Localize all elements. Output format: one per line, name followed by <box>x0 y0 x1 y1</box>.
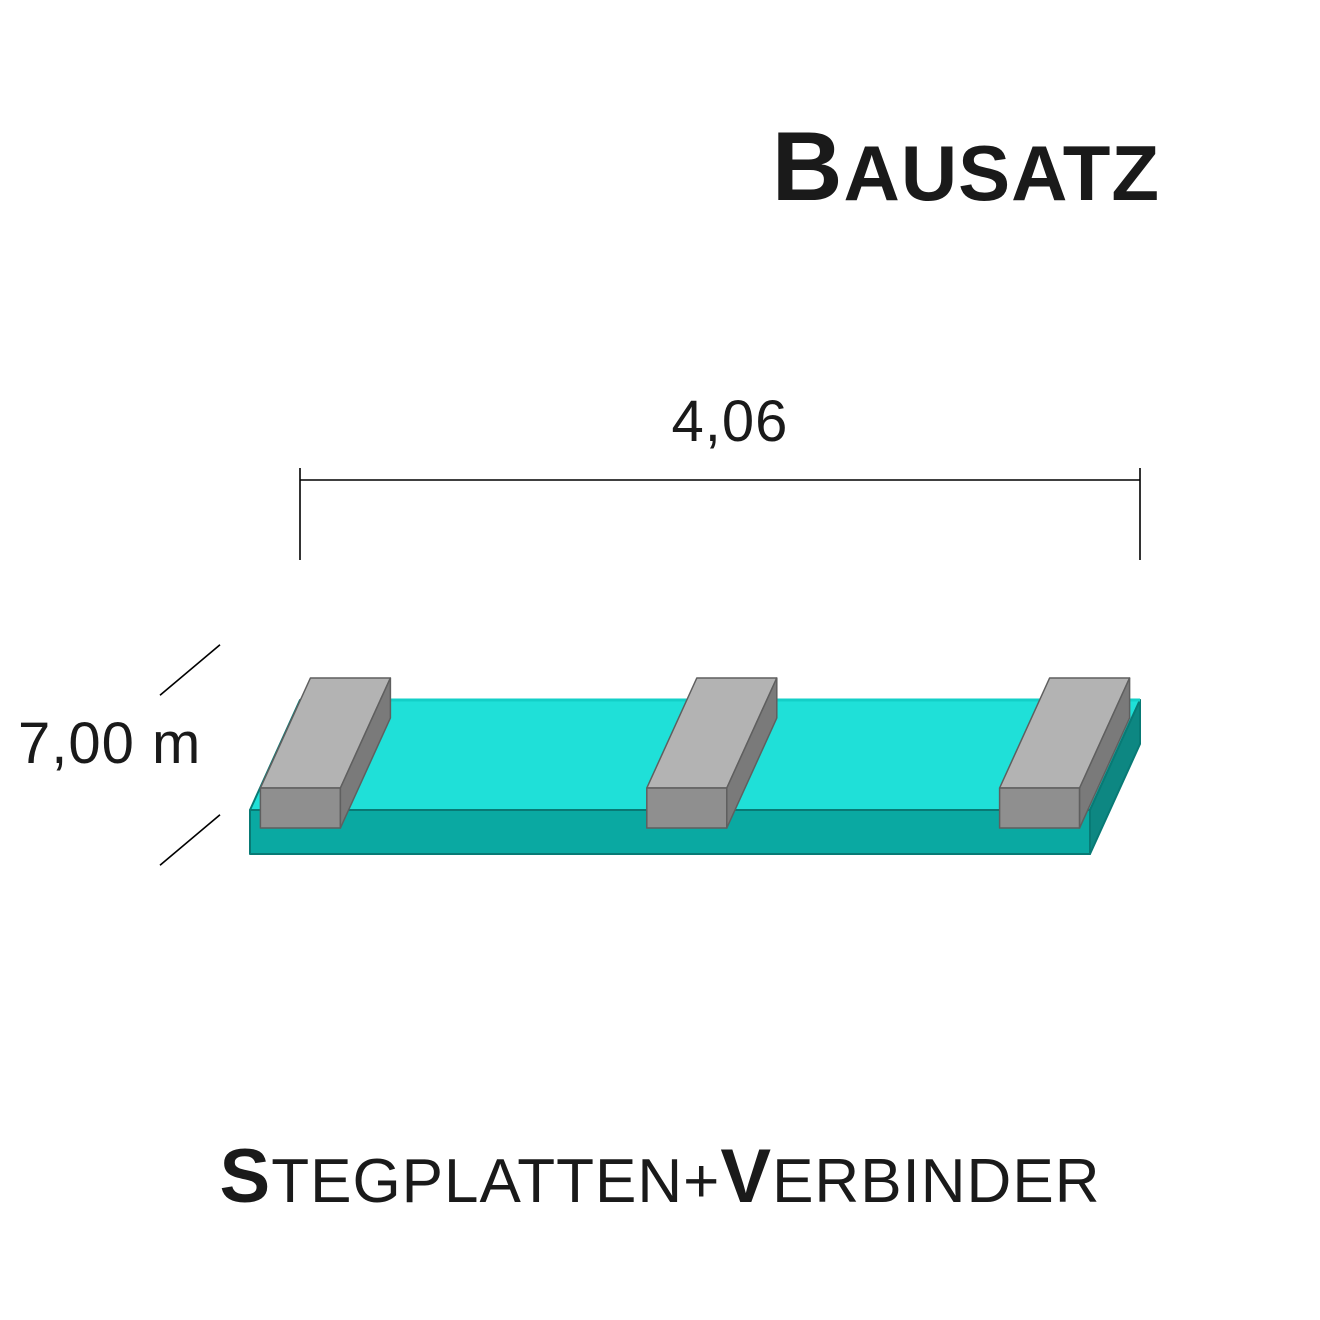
depth-dim-tick-back <box>160 645 220 695</box>
diagram-svg <box>0 0 1320 1320</box>
depth-dim-tick-front <box>160 815 220 865</box>
